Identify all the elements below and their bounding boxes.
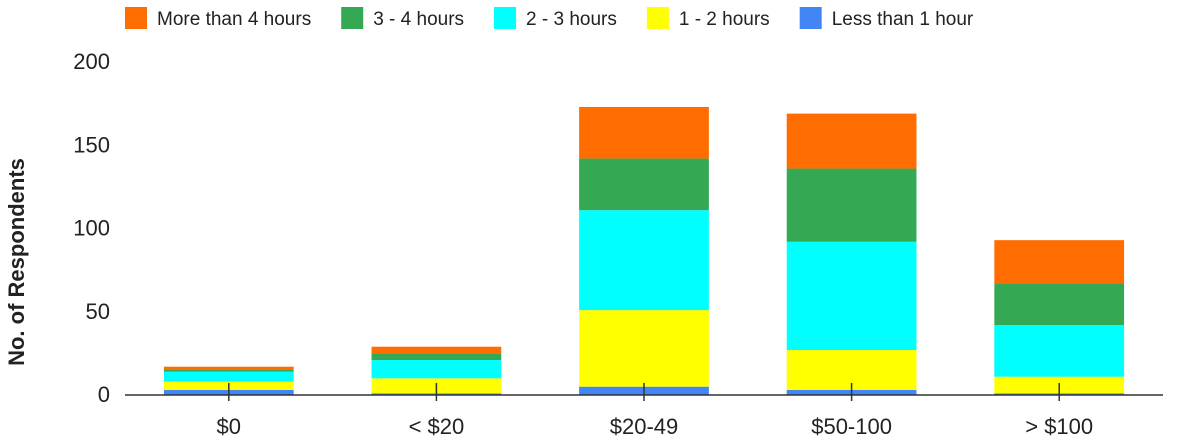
chart-bars xyxy=(163,106,1125,395)
bar-100-2-3-hours xyxy=(994,325,1125,377)
legend-item-less-than-1-hour: Less than 1 hour xyxy=(799,7,974,30)
bar-0-3-4-hours xyxy=(163,370,294,372)
bar-20-49-3-4-hours xyxy=(579,158,709,211)
legend-item-1-2-hours: 1 - 2 hours xyxy=(646,7,770,30)
bar-20-49-2-3-hours xyxy=(579,210,709,311)
x-axis: $0 < $20 $20-49 $50-100 > $100 xyxy=(125,383,1163,439)
x-tick-label-0: $0 xyxy=(217,414,241,439)
bar-100-more-than-4-hours xyxy=(994,240,1125,284)
x-tick-label-20: < $20 xyxy=(409,414,465,439)
legend-swatch-more-than-4-hours xyxy=(125,7,147,29)
x-tick-label-100: > $100 xyxy=(1025,414,1093,439)
y-tick-label-200: 200 xyxy=(73,49,110,74)
bar-20-49-1-2-hours xyxy=(579,310,709,387)
legend-label-more-than-4-hours: More than 4 hours xyxy=(157,9,311,30)
y-tick-label-150: 150 xyxy=(73,132,110,157)
y-tick-label-100: 100 xyxy=(73,216,110,241)
bar-group-50-100 xyxy=(786,113,917,395)
legend-label-1-2-hours: 1 - 2 hours xyxy=(679,9,770,30)
bar-20-3-4-hours xyxy=(371,353,502,361)
y-axis-label: No. of Respondents xyxy=(4,158,29,366)
bar-50-100-2-3-hours xyxy=(786,241,917,351)
bar-0-2-3-hours xyxy=(163,371,294,382)
legend-item-2-3-hours: 2 - 3 hours xyxy=(494,7,617,30)
legend-swatch-3-4-hours xyxy=(341,7,364,29)
x-tick-label-20-49: $20-49 xyxy=(610,414,679,439)
legend-swatch-2-3-hours xyxy=(494,7,517,29)
chart-legend: More than 4 hours 3 - 4 hours 2 - 3 hours 1… xyxy=(125,7,974,30)
bar-0-more-than-4-hours xyxy=(163,366,294,371)
bar-20-more-than-4-hours xyxy=(371,346,502,354)
legend-label-3-4-hours: 3 - 4 hours xyxy=(373,9,464,30)
legend-swatch-1-2-hours xyxy=(646,7,669,29)
y-tick-label-50: 50 xyxy=(86,299,110,324)
legend-label-2-3-hours: 2 - 3 hours xyxy=(526,9,617,30)
bar-50-100-3-4-hours xyxy=(786,168,917,242)
legend-item-3-4-hours: 3 - 4 hours xyxy=(341,7,464,30)
y-axis: 0 50 100 150 200 xyxy=(73,49,110,407)
bar-100-3-4-hours xyxy=(994,283,1125,326)
bar-20-2-3-hours xyxy=(371,360,502,379)
x-tick-label-50-100: $50-100 xyxy=(811,414,892,439)
bar-group-100 xyxy=(994,240,1125,395)
y-tick-label-0: 0 xyxy=(98,382,110,407)
bar-group-20-49 xyxy=(579,106,709,395)
bar-20-49-more-than-4-hours xyxy=(579,106,709,159)
bar-50-100-more-than-4-hours xyxy=(786,113,917,169)
legend-swatch-less-than-1-hour xyxy=(799,7,822,29)
legend-label-less-than-1-hour: Less than 1 hour xyxy=(832,9,974,30)
legend-item-more-than-4-hours: More than 4 hours xyxy=(125,7,311,30)
